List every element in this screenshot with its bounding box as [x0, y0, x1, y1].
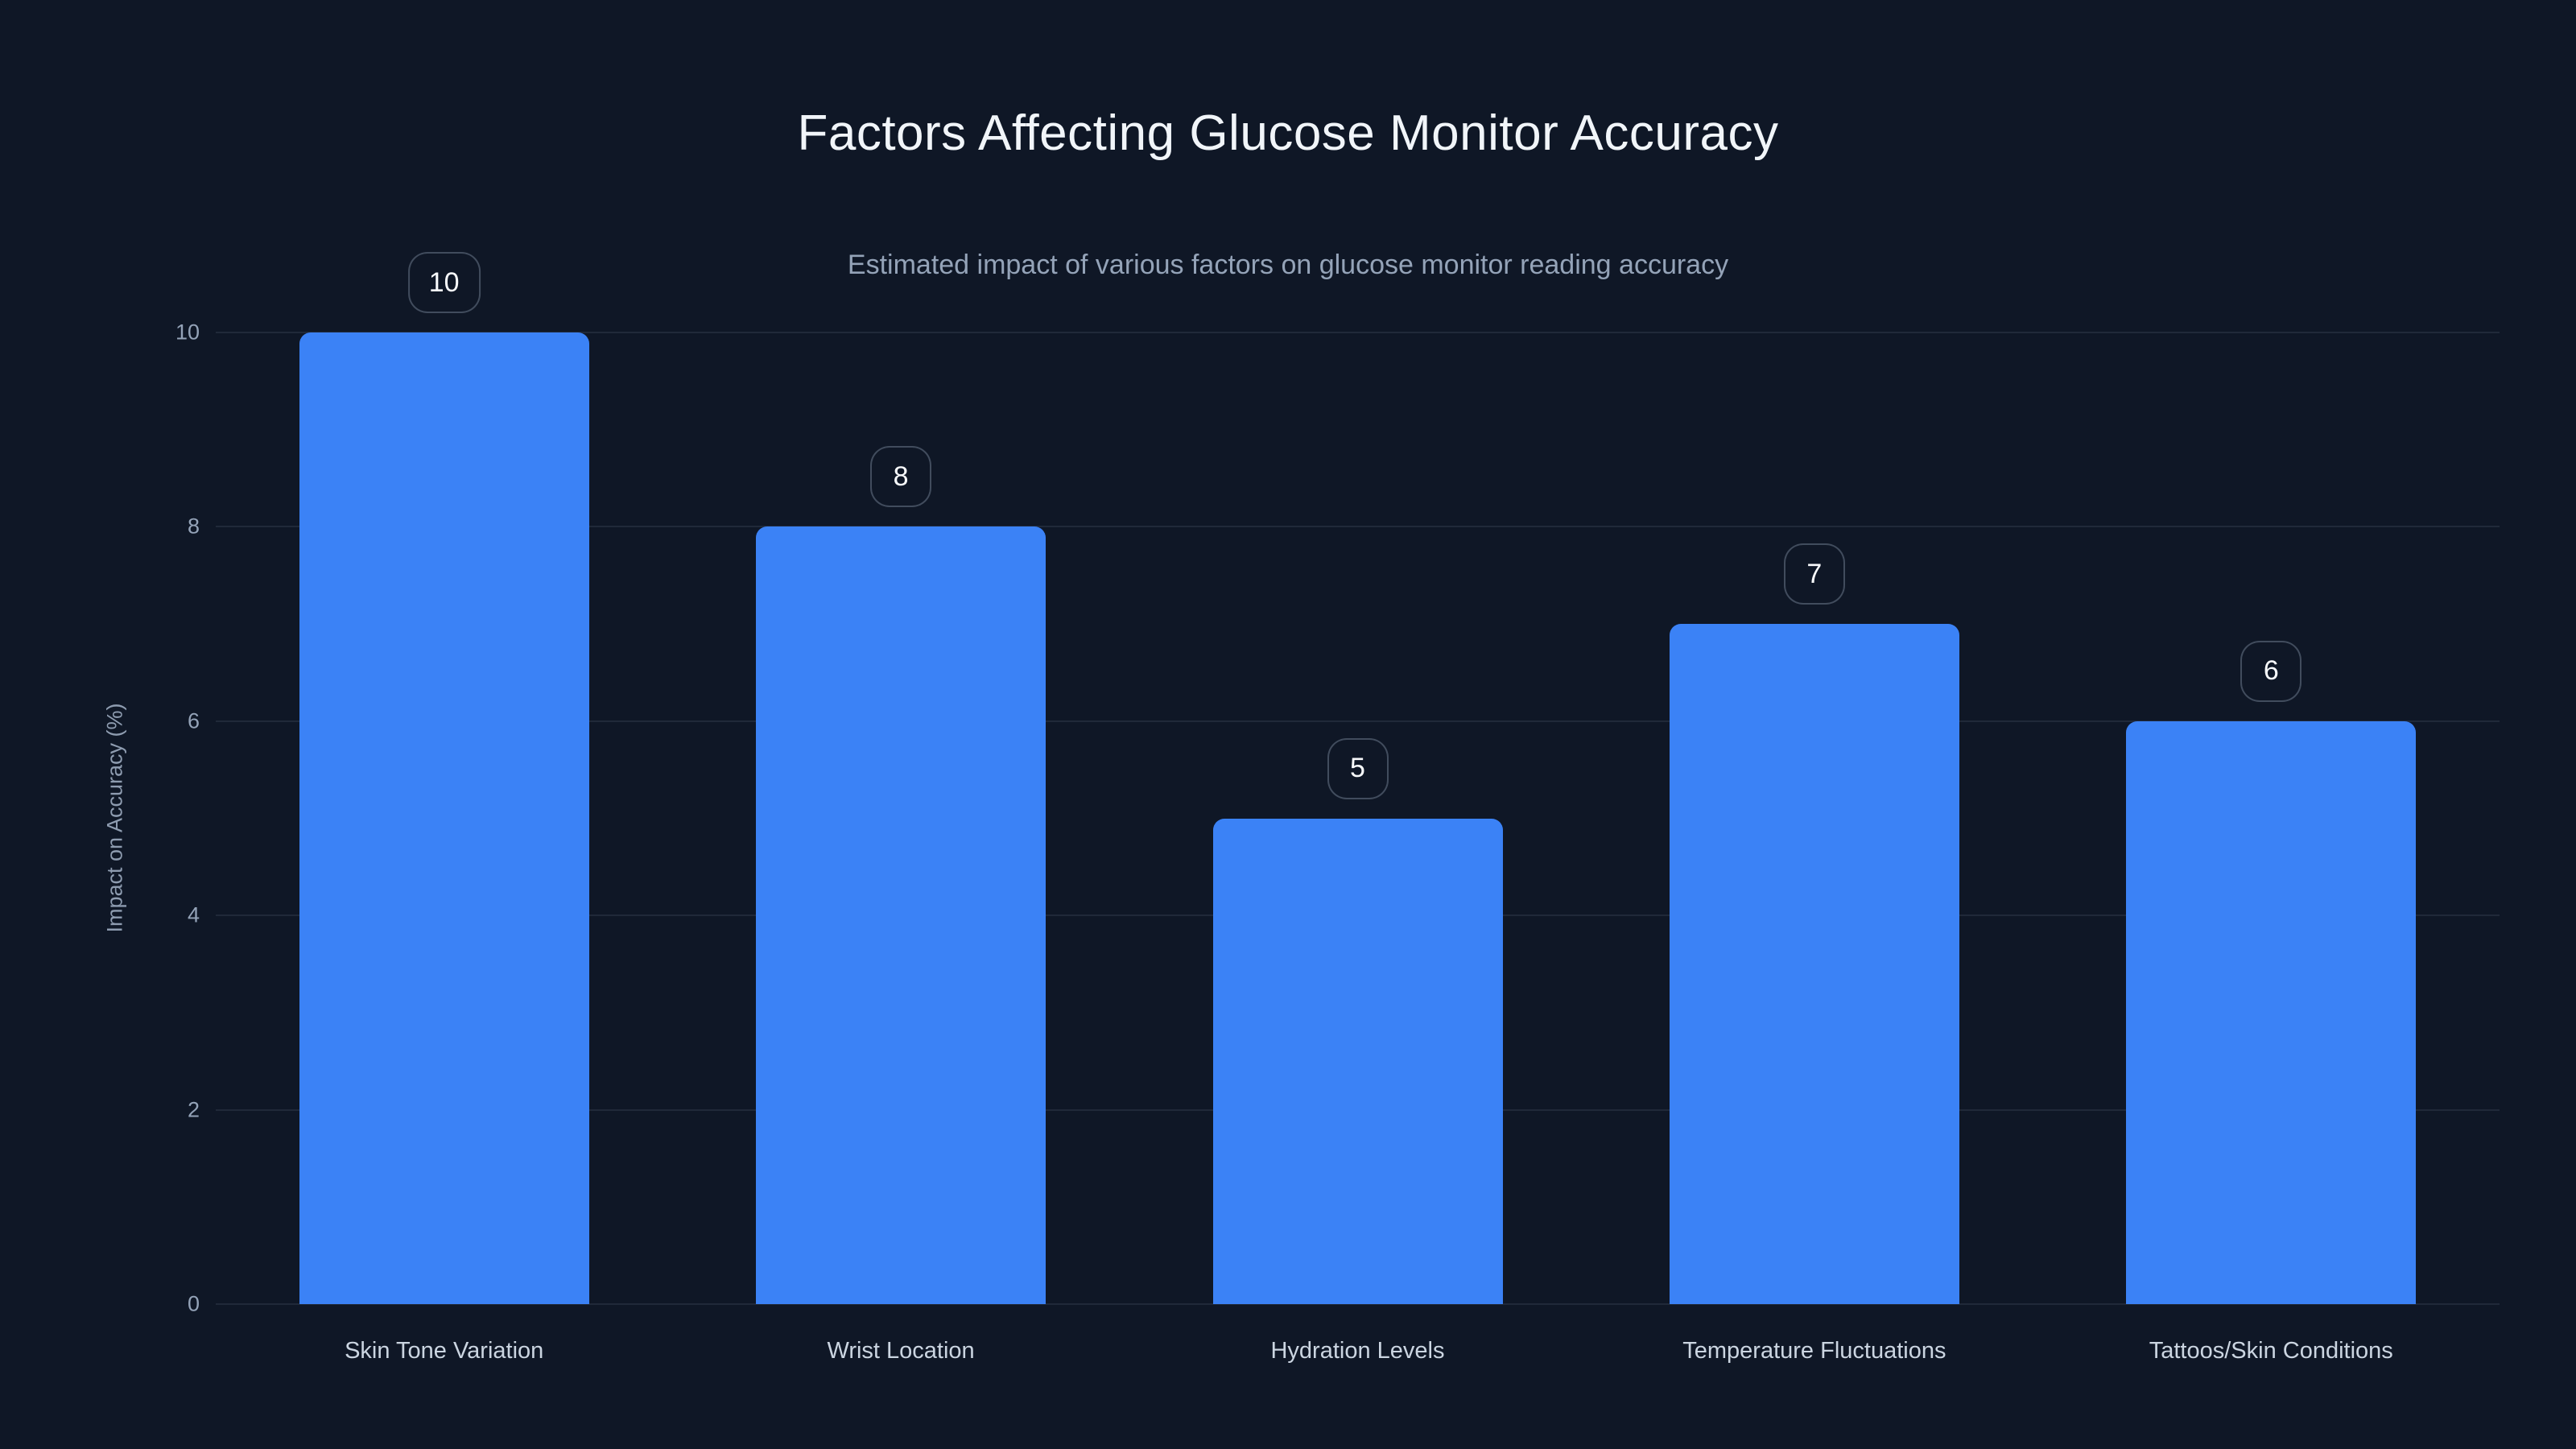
x-axis-label: Tattoos/Skin Conditions: [2149, 1338, 2393, 1364]
y-axis-tick-label: 4: [187, 902, 200, 927]
gridline: [216, 1303, 2500, 1305]
chart-title: Factors Affecting Glucose Monitor Accura…: [797, 105, 1779, 161]
y-axis-tick-labels: 0 2 4 6 8 10: [0, 321, 200, 1315]
chart-subtitle: Estimated impact of various factors on g…: [847, 250, 1729, 280]
gridline: [216, 332, 2500, 333]
y-axis-tick-label: 0: [187, 1291, 200, 1316]
value-badge: 5: [1327, 737, 1389, 799]
bar-1: [756, 526, 1046, 1304]
bar-0: [299, 332, 589, 1304]
value-badge: 8: [870, 446, 932, 508]
y-axis-tick-label: 10: [175, 320, 200, 345]
plot-area: 10 8 5 7 6: [216, 252, 2500, 1305]
x-axis-label: Wrist Location: [827, 1338, 975, 1364]
bar-4: [2126, 720, 2417, 1304]
y-axis-tick-label: 2: [187, 1097, 200, 1122]
value-badge: 6: [2240, 640, 2302, 702]
y-axis-tick-label: 8: [187, 514, 200, 539]
gridline: [216, 526, 2500, 528]
value-badge: 7: [1783, 543, 1845, 605]
x-axis-label: Temperature Fluctuations: [1682, 1338, 1946, 1364]
bar-2: [1212, 818, 1503, 1304]
gridline: [216, 720, 2500, 722]
value-badge: 10: [407, 252, 481, 313]
x-axis-labels: Skin Tone Variation Wrist Location Hydrati…: [216, 1327, 2500, 1375]
x-axis-label: Skin Tone Variation: [345, 1338, 544, 1364]
x-axis-label: Hydration Levels: [1270, 1338, 1445, 1364]
bar-3: [1669, 624, 1959, 1304]
y-axis-tick-label: 6: [187, 708, 200, 733]
